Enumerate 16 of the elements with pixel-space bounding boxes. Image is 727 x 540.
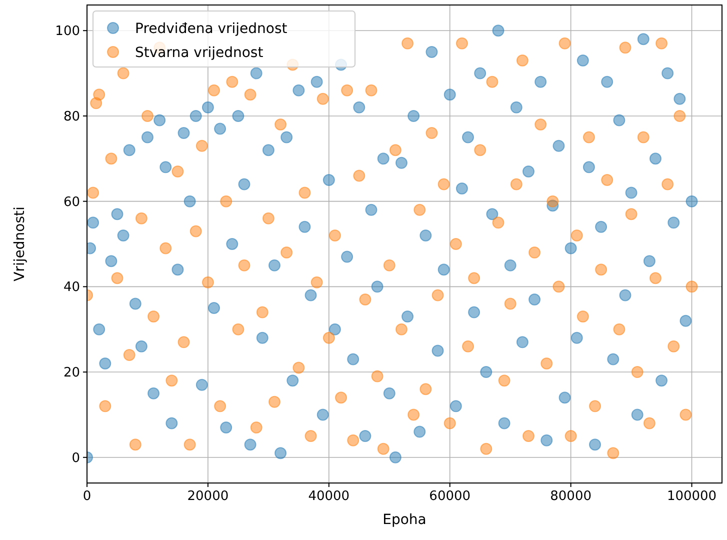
x-tick-label: 60000 bbox=[429, 489, 471, 504]
y-tick-label: 40 bbox=[63, 280, 80, 296]
y-tick-label: 80 bbox=[63, 109, 80, 124]
y-axis-title: Vrijednosti bbox=[12, 206, 28, 282]
legend-label: Predviđena vrijednost bbox=[135, 21, 288, 37]
legend-label: Stvarna vrijednost bbox=[135, 45, 264, 61]
x-tick-label: 0 bbox=[82, 489, 92, 504]
x-tick-label: 40000 bbox=[308, 489, 350, 504]
y-tick-label: 60 bbox=[63, 194, 80, 210]
y-tick-label: 0 bbox=[72, 450, 80, 466]
y-tick-label: 20 bbox=[63, 366, 80, 381]
x-tick-label: 20000 bbox=[187, 489, 229, 504]
x-tick-label: 80000 bbox=[550, 489, 592, 504]
y-tick-label: 100 bbox=[55, 24, 80, 40]
x-tick-label: 100000 bbox=[666, 489, 717, 504]
x-axis-title: Epoha bbox=[382, 512, 426, 528]
